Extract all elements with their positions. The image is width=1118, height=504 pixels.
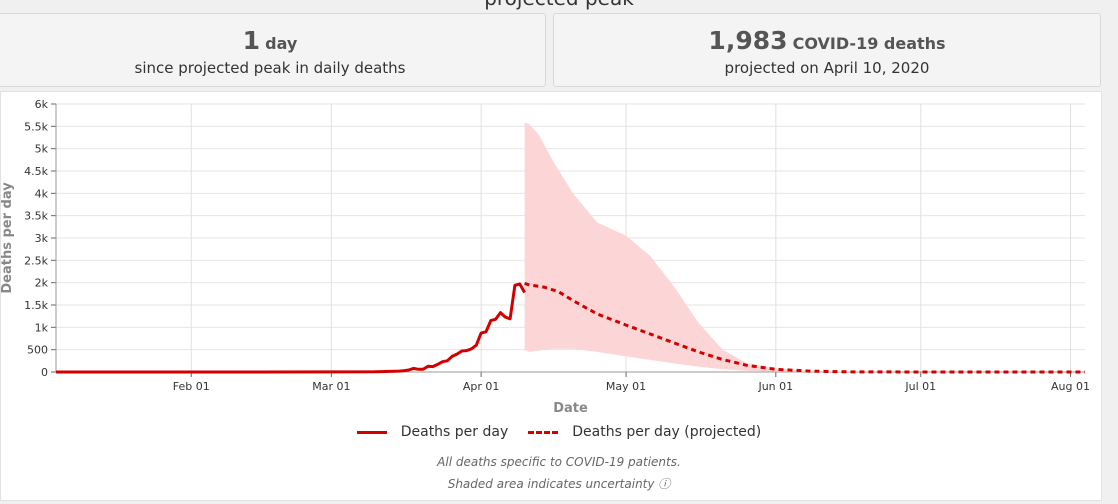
peak-card: 1 day since projected peak in daily deat… xyxy=(0,13,546,87)
peak-days-unit: day xyxy=(265,34,298,53)
y-tick-label: 4k xyxy=(35,187,49,200)
legend-label-actual: Deaths per day xyxy=(400,424,509,440)
header-fragment: projected peak xyxy=(0,0,1118,10)
peak-days-value: 1 xyxy=(242,26,261,55)
y-tick-label: 500 xyxy=(27,344,48,357)
projected-deaths-unit: COVID-19 deaths xyxy=(792,34,946,53)
chart-legend: Deaths per day Deaths per day (projected… xyxy=(0,424,1118,440)
projected-deaths-value: 1,983 xyxy=(708,26,788,55)
footnote-deaths: All deaths specific to COVID-19 patients… xyxy=(437,455,681,469)
footnote-uncertainty[interactable]: Shaded area indicates uncertainty ⓘ xyxy=(447,477,671,491)
y-tick-label: 5.5k xyxy=(24,120,48,133)
uncertainty-band xyxy=(524,122,921,372)
y-tick-label: 2k xyxy=(35,277,49,290)
x-tick-label: Apr 01 xyxy=(463,380,500,393)
legend-label-projected: Deaths per day (projected) xyxy=(572,424,762,440)
y-tick-label: 3.5k xyxy=(24,210,48,223)
x-tick-label: Feb 01 xyxy=(173,380,210,393)
y-tick-label: 0 xyxy=(41,366,48,379)
y-tick-label: 3k xyxy=(35,232,49,245)
series-line-projected xyxy=(524,281,1085,374)
deaths-chart: 0 500 1k 1.5k 2k 2.5k 3k 3.5k 4k 4.5k 5k 5.5k 6k Feb … xyxy=(0,98,1090,416)
y-tick-label: 2.5k xyxy=(24,254,48,267)
y-axis-label: Deaths per day xyxy=(0,182,15,294)
peak-days-caption: since projected peak in daily deaths xyxy=(134,59,406,77)
series-line-actual xyxy=(56,282,526,374)
legend-swatch-solid xyxy=(356,430,387,434)
projected-deaths-caption: projected on April 10, 2020 xyxy=(724,59,930,77)
x-tick-label: Jul 01 xyxy=(904,380,936,393)
y-tick-label: 5k xyxy=(35,143,49,156)
x-tick-label: Aug 01 xyxy=(1051,380,1090,393)
y-tick-label: 1.5k xyxy=(24,299,48,312)
legend-item-actual[interactable]: Deaths per day xyxy=(356,424,509,440)
x-tick-label: Mar 01 xyxy=(312,380,350,393)
y-tick-label: 1k xyxy=(35,321,49,334)
y-tick-label: 6k xyxy=(35,98,49,111)
x-tick-label: Jun 01 xyxy=(757,380,793,393)
projected-deaths-card: 1,983 COVID-19 deaths projected on April… xyxy=(553,13,1101,87)
x-tick-label: May 01 xyxy=(606,380,646,393)
legend-swatch-dashed xyxy=(528,430,559,434)
y-tick-label: 4.5k xyxy=(24,165,48,178)
legend-item-projected[interactable]: Deaths per day (projected) xyxy=(528,424,761,440)
x-axis-label: Date xyxy=(553,401,588,416)
